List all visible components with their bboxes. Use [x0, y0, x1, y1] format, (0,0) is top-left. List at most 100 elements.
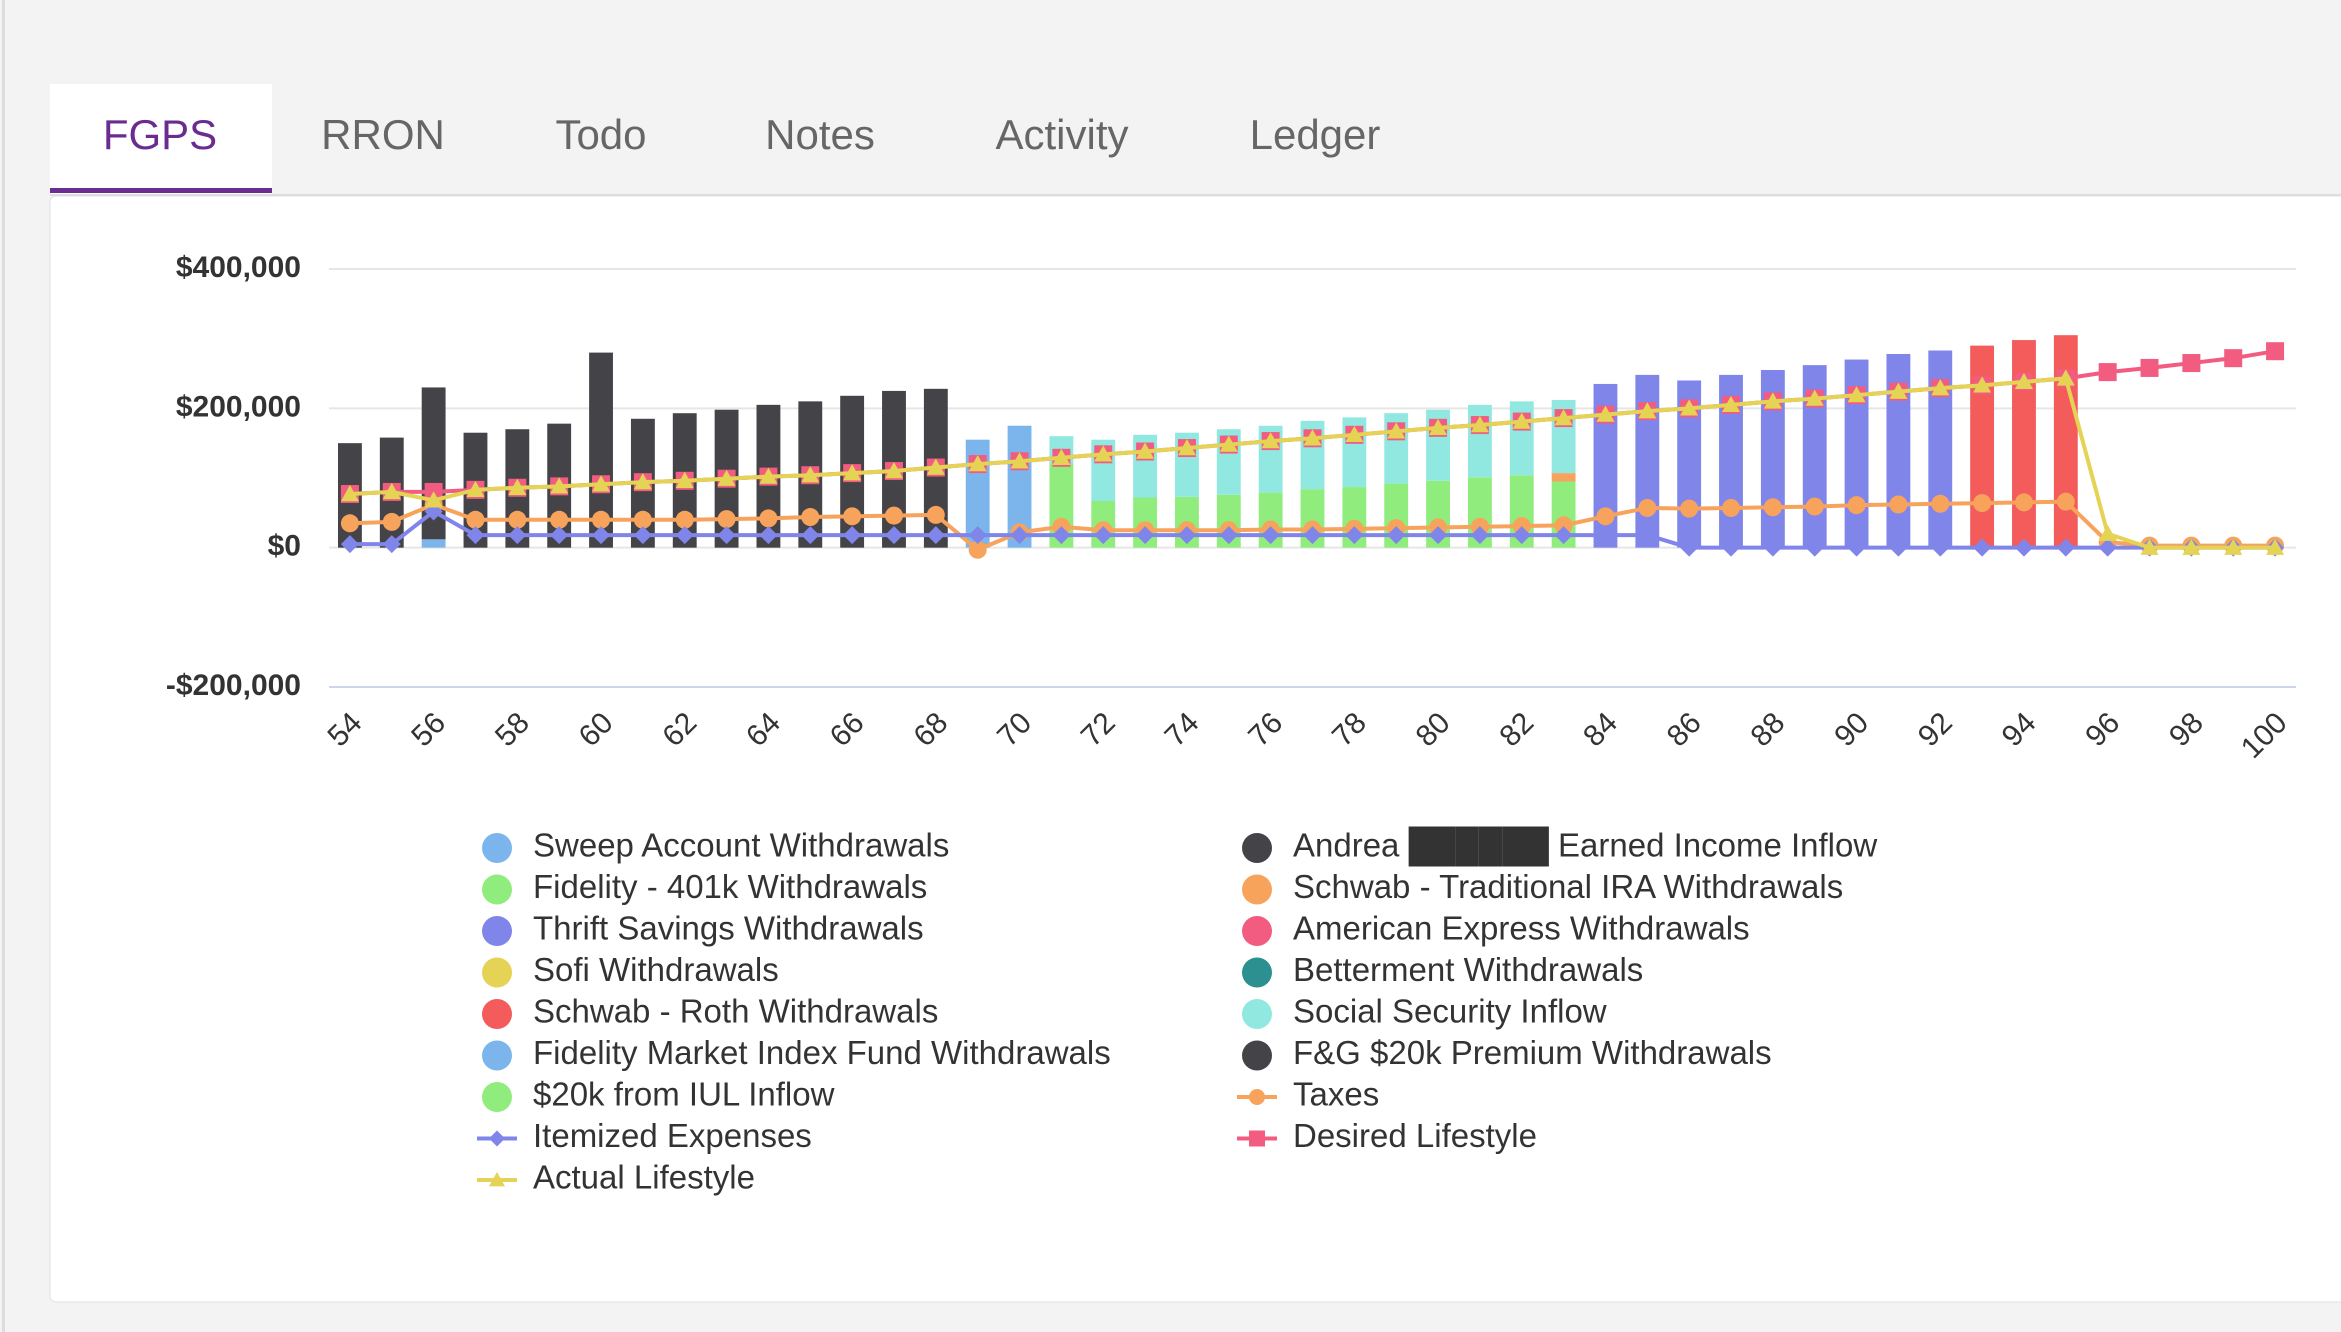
marker	[508, 510, 527, 529]
marker	[592, 475, 611, 492]
legend-item[interactable]: Social Security Inflow	[1242, 993, 1607, 1030]
tab[interactable]: RRON	[321, 111, 445, 158]
marker	[1763, 538, 1782, 557]
marker	[550, 477, 569, 494]
marker	[1889, 382, 1908, 399]
tab[interactable]: Notes	[765, 111, 875, 158]
marker	[1680, 499, 1699, 518]
marker	[1261, 526, 1280, 545]
legend-label: Fidelity Market Index Fund Withdrawals	[533, 1034, 1111, 1071]
marker	[2098, 538, 2117, 557]
marker	[884, 462, 903, 479]
y-tick-label: $200,000	[176, 390, 301, 423]
marker	[382, 535, 401, 554]
marker	[1596, 405, 1615, 422]
marker	[1638, 402, 1657, 419]
legend-label: American Express Withdrawals	[1293, 910, 1750, 947]
legend-item[interactable]: Betterment Withdrawals	[1242, 951, 1643, 988]
left-border	[2, 0, 5, 1332]
legend-item[interactable]: Taxes	[1237, 1076, 1379, 1113]
tab-bar: FGPS RRON Todo Notes Activity Ledger	[50, 111, 1380, 193]
marker	[1596, 526, 1615, 545]
marker	[2266, 342, 2285, 361]
marker	[1889, 495, 1908, 514]
marker	[1387, 526, 1406, 545]
legend-item[interactable]: Actual Lifestyle	[477, 1159, 755, 1196]
marker	[843, 526, 862, 545]
legend-symbol	[1242, 833, 1272, 863]
marker	[1805, 389, 1824, 406]
marker	[1429, 526, 1448, 545]
marker	[1136, 442, 1155, 459]
bar-segment	[1635, 374, 1660, 548]
legend-item[interactable]: American Express Withdrawals	[1242, 910, 1750, 947]
marker	[1094, 526, 1113, 545]
marker	[424, 491, 443, 508]
legend-item[interactable]: Thrift Savings Withdrawals	[482, 910, 924, 947]
marker	[1722, 538, 1741, 557]
legend-label: Thrift Savings Withdrawals	[533, 910, 924, 947]
marker	[2014, 493, 2033, 512]
marker	[550, 526, 569, 545]
legend-item[interactable]: Fidelity Market Index Fund Withdrawals	[482, 1034, 1111, 1071]
tab[interactable]: Todo	[555, 111, 646, 158]
marker	[926, 458, 945, 475]
legend-label: Fidelity - 401k Withdrawals	[533, 868, 927, 905]
marker	[1973, 494, 1992, 513]
marker	[1219, 435, 1238, 452]
legend-item[interactable]: $20k from IUL Inflow	[482, 1076, 835, 1113]
marker	[675, 471, 694, 488]
marker	[1638, 498, 1657, 517]
bar-segment	[2012, 340, 2036, 548]
marker	[466, 510, 485, 529]
legend-item[interactable]: F&G $20k Premium Withdrawals	[1242, 1034, 1772, 1071]
legend-item[interactable]: Sweep Account Withdrawals	[482, 827, 949, 864]
marker	[675, 510, 694, 529]
legend-item[interactable]: Desired Lifestyle	[1237, 1117, 1537, 1154]
marker	[1303, 429, 1322, 446]
marker	[1249, 1130, 1265, 1147]
tab[interactable]: Ledger	[1250, 111, 1381, 158]
tab[interactable]: FGPS	[103, 111, 217, 158]
marker	[1931, 494, 1950, 513]
marker	[1973, 538, 1992, 557]
bar-segment	[589, 352, 613, 548]
marker	[1554, 526, 1573, 545]
marker	[1387, 422, 1406, 439]
marker	[382, 482, 401, 500]
active-tab-underline	[50, 188, 272, 193]
marker	[926, 505, 945, 524]
marker	[1249, 1089, 1265, 1105]
marker	[2182, 354, 2201, 373]
legend-item[interactable]: Fidelity - 401k Withdrawals	[482, 868, 927, 905]
legend-label: Social Security Inflow	[1293, 993, 1607, 1030]
marker	[1763, 392, 1782, 409]
legend-label: $20k from IUL Inflow	[533, 1076, 835, 1113]
legend-item[interactable]: Schwab - Traditional IRA Withdrawals	[1242, 868, 1843, 905]
legend-symbol	[1242, 957, 1272, 988]
legend-item[interactable]: Itemized Expenses	[477, 1117, 812, 1154]
marker	[1722, 498, 1741, 517]
marker	[1052, 526, 1071, 545]
marker	[2014, 372, 2033, 390]
marker	[1512, 517, 1531, 536]
y-tick-label: -$200,000	[166, 669, 301, 702]
legend-symbol	[482, 1040, 512, 1071]
marker	[508, 526, 527, 545]
legend-item[interactable]: Andrea ██████ Earned Income Inflow	[1242, 826, 1877, 867]
marker	[1345, 425, 1364, 443]
tab[interactable]: Activity	[995, 111, 1128, 158]
legend-label: Taxes	[1293, 1076, 1379, 1113]
marker	[968, 526, 987, 545]
marker	[1470, 416, 1489, 433]
marker	[968, 455, 987, 472]
legend-item[interactable]: Schwab - Roth Withdrawals	[482, 993, 938, 1030]
marker	[1596, 507, 1615, 526]
legend-item[interactable]: Sofi Withdrawals	[482, 951, 779, 988]
marker	[2140, 358, 2159, 377]
marker	[1261, 432, 1280, 449]
marker	[1931, 379, 1950, 396]
marker	[1470, 526, 1489, 545]
y-tick-label: $400,000	[176, 251, 301, 284]
